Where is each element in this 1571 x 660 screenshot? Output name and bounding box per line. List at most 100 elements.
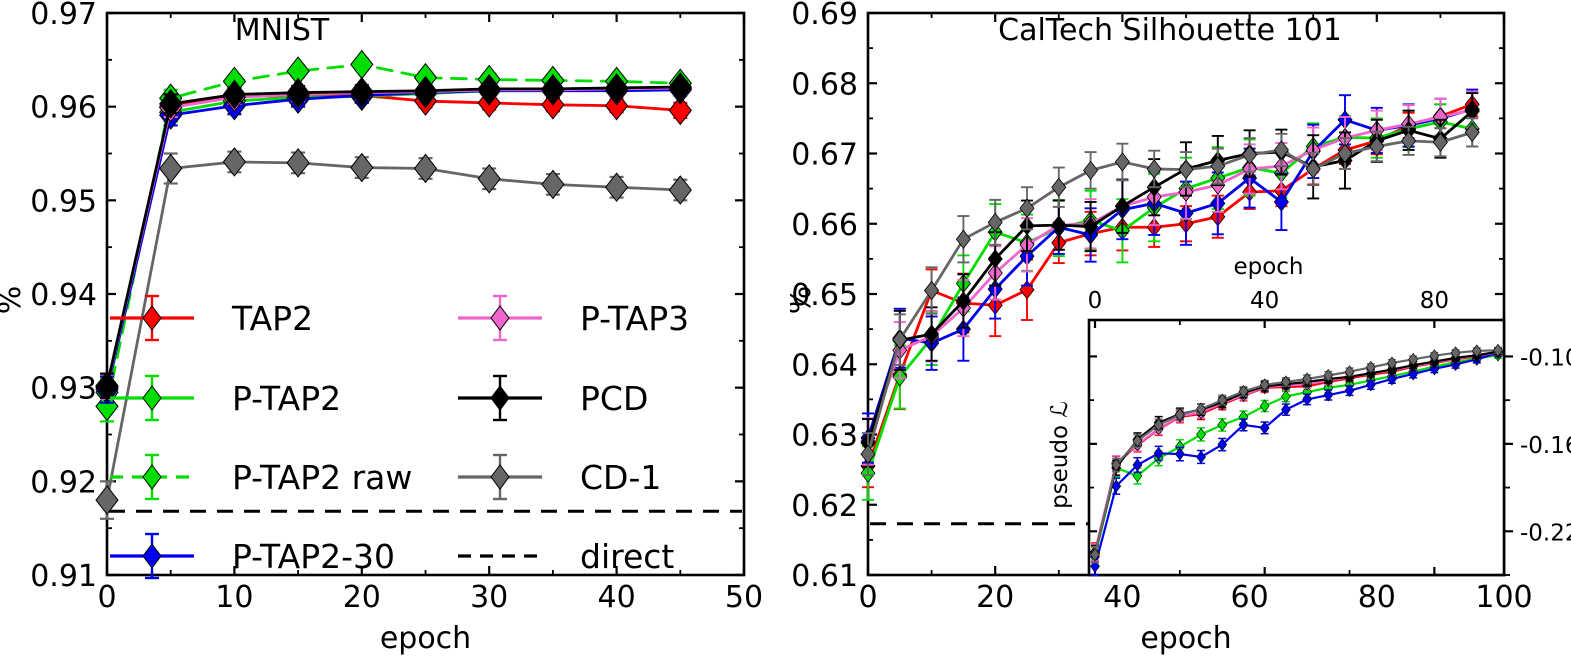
- caltech-series-group: [860, 88, 1480, 501]
- data-point-marker: [955, 229, 971, 249]
- data-point-marker: [95, 370, 119, 401]
- inset-y-tick-label: -0.10: [1520, 345, 1571, 371]
- data-point-marker: [95, 485, 119, 515]
- legend-entry-pcd[interactable]: PCD: [458, 374, 648, 422]
- inset-data-point-marker: [1450, 346, 1461, 360]
- data-point-marker: [1273, 140, 1289, 160]
- legend-label: direct: [580, 537, 674, 576]
- inset-data-point-marker: [1196, 427, 1206, 441]
- y-tick-label: 0.93: [30, 372, 97, 407]
- mnist-xlabel: epoch: [380, 621, 471, 656]
- inset-data-point-marker: [1174, 447, 1185, 461]
- inset-xlabel: epoch: [1233, 254, 1303, 280]
- data-point-marker: [987, 212, 1003, 232]
- data-point-marker: [1305, 159, 1321, 179]
- series-line: [105, 63, 682, 408]
- inset-data-point-marker: [1174, 408, 1185, 422]
- y-tick-label: 0.61: [791, 559, 858, 594]
- legend-label: P-TAP2-30: [232, 537, 395, 576]
- legend-marker-diamond: [142, 543, 162, 569]
- legend-entry-cd-1[interactable]: CD-1: [458, 453, 661, 501]
- inset-data-point-marker: [1238, 384, 1249, 398]
- legend-entry-direct[interactable]: direct: [458, 537, 674, 576]
- caltech-panel: 0 20 40 60 80 100 0.61 0.62 0.63 0.64 0.65 0.66 0.67…: [790, 0, 1571, 660]
- series-line: [105, 88, 682, 391]
- data-point-marker: [1432, 132, 1448, 152]
- legend-entry-p-tap2[interactable]: P-TAP2: [110, 374, 341, 422]
- inset-data-point-marker: [1281, 390, 1291, 403]
- caltech-tick-labels: 0 20 40 60 80 100 0.61 0.62 0.63 0.64 0.65 0.66 0.67…: [791, 0, 1532, 615]
- inset-data-point-marker: [1344, 365, 1355, 379]
- data-point-marker: [222, 147, 247, 177]
- y-tick-label: 0.96: [30, 91, 97, 126]
- series-line: [105, 86, 682, 389]
- series-tap2: [95, 80, 692, 403]
- data-point-marker: [1337, 143, 1353, 164]
- inset-y-tick-label: -0.22: [1520, 520, 1571, 546]
- legend-label: P-TAP3: [580, 299, 689, 338]
- series-line: [105, 85, 682, 388]
- inset-data-point-marker: [1132, 458, 1143, 472]
- caltech-xlabel: epoch: [1140, 621, 1231, 656]
- x-tick-label: 100: [1475, 580, 1532, 615]
- mnist-tick-labels: 0 10 20 30 40 50 0.91 0.92 0.93 0.94 0.95 0.96 0.97: [30, 0, 763, 615]
- inset-data-point-marker: [1344, 384, 1355, 398]
- inset-axes-frame: [1087, 318, 1506, 577]
- series-cd-1: [95, 147, 692, 520]
- data-point-marker: [286, 148, 310, 178]
- x-tick-label: 80: [1358, 580, 1396, 615]
- x-tick-label: 0: [97, 580, 116, 615]
- inset-data-point-marker: [1302, 372, 1312, 386]
- data-point-marker: [924, 324, 940, 344]
- legend-entry-p-tap2-30[interactable]: P-TAP2-30: [110, 532, 395, 580]
- x-tick-label: 10: [215, 580, 253, 615]
- mnist-panel: 0 10 20 30 40 50 0.91 0.92 0.93 0.94 0.95 0.96 0.97 M…: [0, 0, 763, 656]
- legend-label: P-TAP2: [232, 379, 341, 418]
- inset-data-point-marker: [1196, 450, 1206, 464]
- series-line: [105, 160, 682, 502]
- inset-data-point-marker: [1111, 458, 1122, 472]
- y-tick-label: 0.92: [30, 465, 97, 500]
- legend-label: CD-1: [580, 458, 661, 497]
- mnist-series-group: [95, 49, 692, 520]
- legend-marker-diamond: [490, 305, 510, 331]
- inset-data-point-marker: [1281, 403, 1291, 417]
- data-point-marker: [1114, 152, 1130, 172]
- inset-data-point-marker: [1153, 446, 1164, 460]
- inset-data-point-marker: [1153, 418, 1164, 432]
- data-point-marker: [1401, 131, 1417, 151]
- caltech-chart-svg: 0 20 40 60 80 100 0.61 0.62 0.63 0.64 0.65 0.66 0.67…: [790, 0, 1571, 656]
- inset-data-point-marker: [1217, 418, 1228, 432]
- inset-data-point-marker: [1217, 393, 1228, 407]
- legend-entry-p-tap2-raw[interactable]: P-TAP2 raw: [110, 453, 412, 501]
- inset-data-point-marker: [1323, 388, 1334, 402]
- data-point-marker: [1083, 216, 1099, 237]
- inset-data-point-marker: [1471, 344, 1482, 358]
- inset-data-point-marker: [1365, 360, 1376, 374]
- series-line: [105, 87, 682, 394]
- data-point-marker: [987, 249, 1003, 269]
- caltech-title: CalTech Silhouette 101: [998, 13, 1342, 48]
- data-point-marker: [1051, 215, 1067, 235]
- inset-data-point-marker: [1259, 421, 1270, 435]
- x-tick-label: 20: [343, 580, 381, 615]
- y-tick-label: 0.64: [791, 348, 858, 383]
- mnist-chart-svg: 0 10 20 30 40 50 0.91 0.92 0.93 0.94 0.95 0.96 0.97 M…: [0, 0, 763, 656]
- inset-data-point-marker: [1408, 367, 1419, 381]
- inset-data-point-marker: [1259, 378, 1270, 392]
- inset-data-point-marker: [1238, 418, 1249, 432]
- legend-entry-p-tap3[interactable]: P-TAP3: [458, 294, 689, 342]
- series-pcd: [95, 72, 692, 401]
- series-cd-1: [860, 117, 1480, 477]
- data-point-marker: [604, 90, 629, 121]
- series-p-tap3: [95, 73, 692, 402]
- legend-entry-tap2[interactable]: TAP2: [110, 294, 313, 342]
- data-point-marker: [477, 163, 501, 194]
- inset-data-point-marker: [1090, 548, 1100, 562]
- caltech-inset-group: [1087, 318, 1513, 577]
- data-point-marker: [1146, 159, 1162, 179]
- data-point-marker: [1114, 196, 1130, 216]
- data-point-marker: [955, 291, 971, 311]
- legend-label: PCD: [580, 379, 648, 418]
